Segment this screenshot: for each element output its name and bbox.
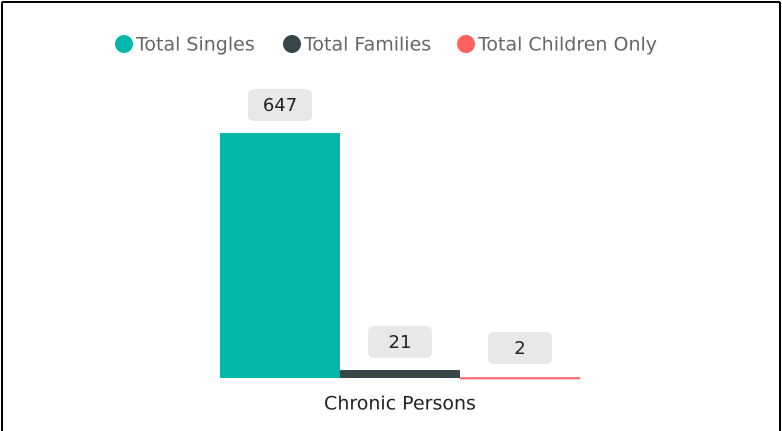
data-label: 647 — [263, 95, 297, 116]
legend-marker — [457, 35, 475, 53]
bar — [340, 370, 460, 378]
data-label-box — [248, 89, 312, 121]
legend-label: Total Families — [303, 34, 431, 56]
data-label-box — [368, 326, 432, 359]
bar — [460, 377, 580, 380]
x-tick-label: Chronic Persons — [324, 393, 476, 415]
bar — [220, 133, 340, 378]
data-label: 2 — [514, 338, 525, 359]
legend-label: Total Children Only — [477, 34, 657, 56]
legend-label: Total Singles — [135, 34, 255, 56]
data-label: 21 — [389, 332, 412, 353]
data-label-box — [488, 332, 552, 364]
legend-marker — [283, 35, 301, 53]
legend-marker — [115, 35, 133, 53]
